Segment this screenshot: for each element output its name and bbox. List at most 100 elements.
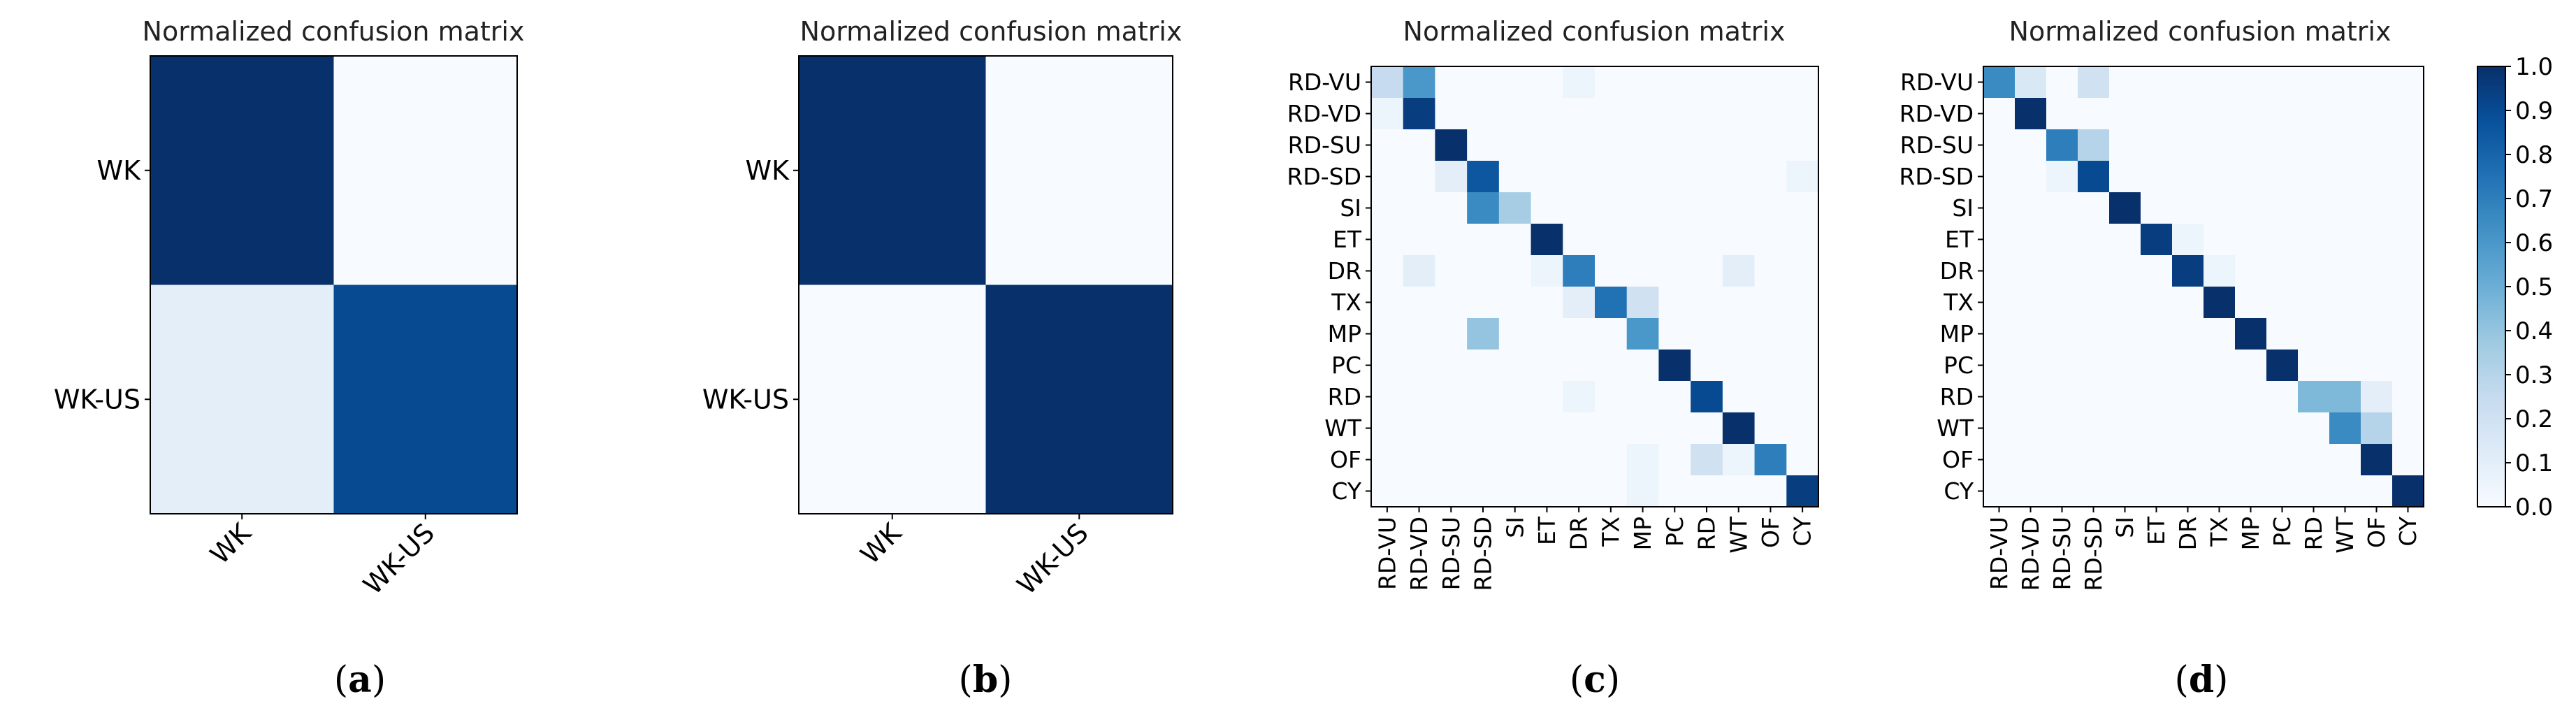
cell-d-r0-c0: [1983, 66, 2016, 99]
cell-c-r13-c5: [1531, 475, 1563, 507]
cell-c-r12-c7: [1595, 444, 1628, 476]
cell-c-r8-c10: [1691, 318, 1723, 350]
colorbar-gradient: [2477, 66, 2506, 507]
cell-d-r7-c10: [2298, 287, 2330, 319]
cell-d-r13-c6: [2172, 475, 2204, 507]
cell-c-r6-c1: [1403, 255, 1436, 287]
cell-b-r0-c0: [799, 56, 987, 286]
cell-c-r7-c12: [1754, 287, 1787, 319]
cell-c-r2-c4: [1498, 129, 1532, 161]
cell-c-r0-c5: [1531, 66, 1563, 99]
cell-d-r13-c0: [1983, 475, 2016, 507]
cell-c-r12-c6: [1563, 444, 1595, 476]
col-label-c-4: SI: [1501, 517, 1528, 538]
cell-d-r13-c8: [2235, 475, 2267, 507]
cell-d-r6-c12: [2361, 255, 2393, 287]
cell-d-r12-c2: [2046, 444, 2078, 476]
cell-d-r1-c12: [2361, 98, 2393, 130]
cell-d-r8-c9: [2266, 318, 2299, 350]
cell-c-r4-c8: [1626, 192, 1660, 224]
cell-c-r9-c0: [1371, 350, 1404, 382]
cell-d-r0-c2: [2046, 66, 2078, 99]
cell-d-r4-c11: [2329, 192, 2361, 224]
cell-d-r1-c7: [2204, 98, 2236, 130]
cell-d-r9-c6: [2172, 350, 2204, 382]
cell-d-r2-c4: [2109, 129, 2141, 161]
col-label-d-3: RD-SD: [2080, 517, 2107, 591]
cell-d-r4-c10: [2298, 192, 2330, 224]
cell-d-r10-c3: [2078, 381, 2110, 413]
cell-d-r3-c0: [1983, 161, 2016, 193]
cell-c-r9-c3: [1467, 350, 1500, 382]
cell-c-r9-c8: [1626, 350, 1660, 382]
cell-d-r12-c7: [2204, 444, 2236, 476]
cell-c-r5-c7: [1595, 224, 1628, 256]
cell-d-r4-c6: [2172, 192, 2204, 224]
cell-d-r7-c8: [2235, 287, 2267, 319]
cell-c-r2-c11: [1722, 129, 1756, 161]
cell-c-r3-c5: [1531, 161, 1563, 193]
cell-d-r12-c0: [1983, 444, 2016, 476]
cell-d-r13-c3: [2078, 475, 2110, 507]
cell-c-r1-c5: [1531, 98, 1563, 130]
cell-d-r10-c2: [2046, 381, 2078, 413]
cell-c-r1-c1: [1403, 98, 1436, 130]
cell-c-r3-c12: [1754, 161, 1787, 193]
cell-d-r5-c11: [2329, 224, 2361, 256]
cell-d-r3-c13: [2392, 161, 2424, 193]
cell-c-r7-c1: [1403, 287, 1436, 319]
cell-d-r8-c4: [2109, 318, 2141, 350]
cell-c-r13-c8: [1626, 475, 1660, 507]
col-label-a-1: WK-US: [357, 517, 440, 600]
cell-c-r4-c10: [1691, 192, 1723, 224]
cell-c-r11-c9: [1658, 412, 1691, 445]
cell-d-r8-c12: [2361, 318, 2393, 350]
cell-d-r9-c2: [2046, 350, 2078, 382]
cell-d-r13-c13: [2392, 475, 2424, 507]
cell-d-r7-c5: [2141, 287, 2173, 319]
cell-d-r0-c11: [2329, 66, 2361, 99]
cell-d-r12-c13: [2392, 444, 2424, 476]
panel-b-frame: [798, 55, 1173, 514]
cell-c-r13-c3: [1467, 475, 1500, 507]
cell-d-r11-c3: [2078, 412, 2110, 445]
col-label-d-12: OF: [2363, 517, 2390, 548]
colorbar-ticks: 1.0 0.9 0.8 0.7 0.6 0.5 0.4 0.3 0.2 0.1 0.0: [2505, 53, 2553, 521]
panel-c-col-labels: RD-VU RD-VD RD-SU RD-SD SI ET DR TX MP PC RD WT OF CY: [1373, 507, 1816, 591]
cell-c-r2-c2: [1435, 129, 1468, 161]
row-label-c-10: RD: [1328, 383, 1361, 410]
colorbar-tick-label-5: 0.5: [2515, 273, 2553, 301]
cell-d-r10-c6: [2172, 381, 2204, 413]
cell-d-r7-c12: [2361, 287, 2393, 319]
cell-d-r1-c3: [2078, 98, 2110, 130]
cell-d-r4-c8: [2235, 192, 2267, 224]
cell-d-r12-c3: [2078, 444, 2110, 476]
cell-c-r4-c5: [1531, 192, 1563, 224]
cell-c-r13-c2: [1435, 475, 1468, 507]
cell-d-r4-c2: [2046, 192, 2078, 224]
cell-c-r2-c6: [1563, 129, 1595, 161]
colorbar-tick-label-7: 0.3: [2515, 361, 2553, 389]
cell-c-r0-c0: [1371, 66, 1404, 99]
cell-c-r6-c3: [1467, 255, 1500, 287]
panel-a-cells: [150, 56, 518, 514]
cell-c-r5-c10: [1691, 224, 1723, 256]
cell-c-r0-c4: [1498, 66, 1532, 99]
cell-d-r0-c7: [2204, 66, 2236, 99]
cell-d-r0-c3: [2078, 66, 2110, 99]
cell-d-r12-c1: [2015, 444, 2047, 476]
row-label-d-1: RD-VD: [1900, 100, 1974, 127]
cell-d-r7-c0: [1983, 287, 2016, 319]
cell-d-r2-c1: [2015, 129, 2047, 161]
row-label-a-0: WK: [97, 155, 142, 186]
cell-d-r10-c1: [2015, 381, 2047, 413]
panel-b-col-labels: WK WK-US: [855, 514, 1094, 600]
row-label-d-0: RD-VU: [1900, 69, 1974, 96]
col-label-d-1: RD-VD: [2017, 517, 2044, 591]
cell-d-r6-c1: [2015, 255, 2047, 287]
cell-d-r7-c2: [2046, 287, 2078, 319]
row-label-d-4: SI: [1952, 194, 1974, 222]
cell-c-r10-c5: [1531, 381, 1563, 413]
cell-d-r13-c1: [2015, 475, 2047, 507]
